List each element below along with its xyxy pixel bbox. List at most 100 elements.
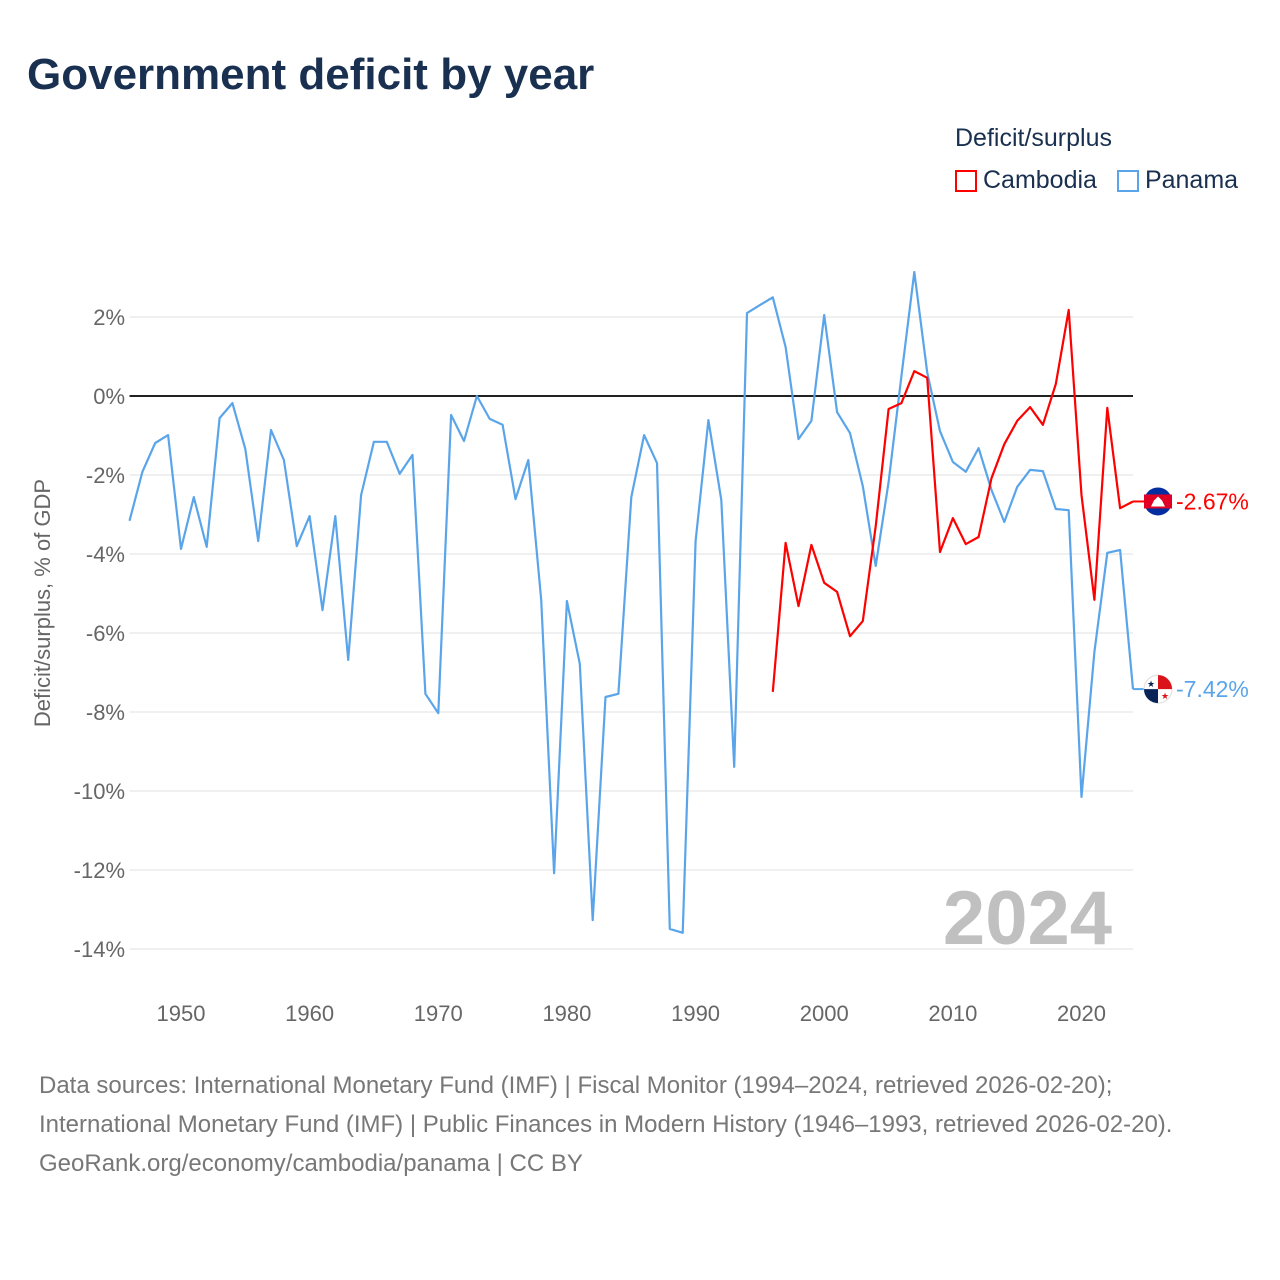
data-point-panama	[808, 418, 814, 424]
series-line-panama	[128, 270, 1135, 934]
year-watermark: 2024	[943, 876, 1112, 961]
data-point-panama	[1040, 468, 1046, 474]
x-tick-label: 1960	[285, 1001, 334, 1026]
data-point-panama	[538, 597, 544, 603]
x-tick-label: 1970	[414, 1001, 463, 1026]
data-point-panama	[307, 513, 313, 519]
data-point-panama	[178, 546, 184, 552]
end-value-label-cambodia: -2.67%	[1176, 488, 1249, 514]
data-point-panama	[693, 538, 699, 544]
data-point-panama	[628, 494, 634, 500]
x-tick-label: 2020	[1057, 1001, 1106, 1026]
data-point-cambodia	[988, 475, 994, 481]
data-point-cambodia	[1117, 505, 1123, 511]
data-point-panama	[294, 543, 300, 549]
data-point-panama	[603, 694, 609, 700]
panama-flag-star: ★	[1147, 679, 1155, 689]
data-point-panama	[422, 691, 428, 697]
data-point-panama	[1117, 547, 1123, 553]
data-point-panama	[577, 661, 583, 667]
data-point-cambodia	[937, 549, 943, 555]
data-point-panama	[358, 492, 364, 498]
y-tick-label: -2%	[86, 463, 125, 488]
data-point-panama	[680, 930, 686, 936]
data-point-panama	[796, 436, 802, 442]
data-sources: Data sources: International Monetary Fun…	[39, 1072, 1173, 1138]
legend-swatch-cambodia	[955, 169, 977, 192]
data-point-cambodia	[783, 540, 789, 546]
legend-item-cambodia[interactable]: Cambodia	[955, 166, 1097, 195]
data-point-panama	[847, 430, 853, 436]
data-point-panama	[770, 294, 776, 300]
data-point-panama	[963, 469, 969, 475]
data-point-cambodia	[770, 689, 776, 695]
y-tick-label: -14%	[74, 937, 125, 962]
data-point-panama	[165, 432, 171, 438]
data-point-cambodia	[860, 618, 866, 624]
data-point-panama	[1014, 484, 1020, 490]
data-point-panama	[281, 457, 287, 463]
data-point-panama	[448, 412, 454, 418]
data-point-panama	[976, 445, 982, 451]
y-axis-label: Deficit/surplus, % of GDP	[30, 479, 55, 727]
data-point-panama	[512, 496, 518, 502]
data-point-panama	[615, 691, 621, 697]
data-point-panama	[345, 657, 351, 663]
data-point-cambodia	[950, 515, 956, 521]
y-tick-label: -6%	[86, 621, 125, 646]
y-tick-label: -10%	[74, 779, 125, 804]
data-point-panama	[731, 764, 737, 770]
y-tick-label: -12%	[74, 858, 125, 883]
data-point-panama	[332, 513, 338, 519]
data-point-panama	[898, 373, 904, 379]
data-point-panama	[757, 302, 763, 308]
data-point-cambodia	[1014, 418, 1020, 424]
data-point-panama	[564, 598, 570, 604]
data-point-panama	[152, 440, 158, 446]
y-tick-label: -8%	[86, 700, 125, 725]
data-point-panama	[1001, 519, 1007, 525]
data-point-panama	[1104, 550, 1110, 556]
data-point-cambodia	[1001, 441, 1007, 447]
data-point-panama	[191, 494, 197, 500]
data-point-panama	[229, 400, 235, 406]
data-point-panama	[217, 415, 223, 421]
footer: Data sources: International Monetary Fun…	[39, 1066, 1239, 1183]
data-point-panama	[705, 417, 711, 423]
data-point-cambodia	[924, 375, 930, 381]
data-point-panama	[834, 409, 840, 415]
credit-link[interactable]: GeoRank.org/economy/cambodia/panama | CC…	[39, 1150, 583, 1177]
panama-flag-red	[1158, 675, 1172, 690]
data-point-panama	[924, 369, 930, 375]
data-point-cambodia	[898, 400, 904, 406]
panama-flag-blue	[1144, 689, 1158, 704]
data-point-panama	[1027, 467, 1033, 473]
data-point-panama	[127, 518, 133, 524]
data-point-panama	[1079, 794, 1085, 800]
x-tick-label: 1980	[542, 1001, 591, 1026]
data-point-panama	[667, 926, 673, 932]
y-tick-label: 2%	[93, 305, 125, 330]
y-tick-label: 0%	[93, 384, 125, 409]
data-point-panama	[410, 452, 416, 458]
data-point-panama	[1066, 507, 1072, 513]
data-point-cambodia	[911, 368, 917, 374]
chart-title: Government deficit by year	[27, 50, 595, 99]
data-point-panama	[1091, 649, 1097, 655]
legend-swatch-panama	[1116, 169, 1139, 192]
data-point-panama	[641, 432, 647, 438]
data-point-panama	[744, 310, 750, 316]
data-point-cambodia	[1040, 422, 1046, 428]
legend-item-panama[interactable]: Panama	[1116, 166, 1239, 195]
data-point-panama	[937, 428, 943, 434]
data-point-panama	[500, 422, 506, 428]
data-point-panama	[268, 427, 274, 433]
data-point-panama	[474, 393, 480, 399]
data-point-panama	[783, 344, 789, 350]
data-point-cambodia	[821, 580, 827, 586]
cambodia-flag-temple	[1151, 496, 1165, 507]
data-point-cambodia	[1053, 381, 1059, 387]
data-point-cambodia	[976, 534, 982, 540]
data-point-panama	[204, 544, 210, 550]
legend-label-panama: Panama	[1144, 166, 1239, 194]
